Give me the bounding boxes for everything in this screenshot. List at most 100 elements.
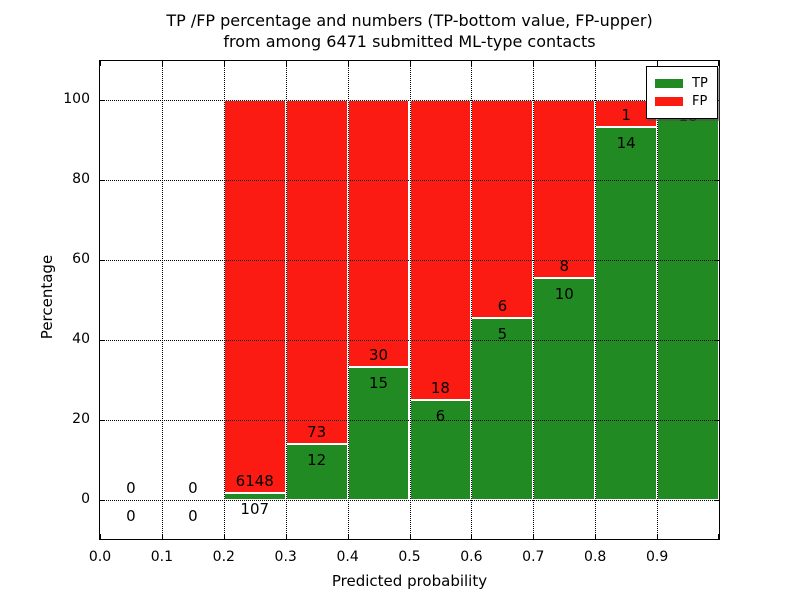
tick-mark (714, 500, 719, 501)
bar-segment-fp (409, 100, 472, 400)
x-tick-label: 0.3 (274, 549, 297, 565)
chart-title-line2: from among 6471 submitted ML-type contac… (223, 32, 596, 51)
bar-segment-fp (533, 100, 596, 278)
tick-mark (223, 534, 225, 539)
bar-segment-tp (223, 493, 286, 500)
x-tick-label: 0.4 (336, 549, 359, 565)
legend-label-fp: FP (692, 94, 708, 109)
bar-count-label-fp: 6148 (235, 472, 274, 491)
x-tick-label: 0.9 (645, 549, 669, 565)
tick-mark (718, 534, 719, 539)
tick-mark (100, 180, 105, 181)
chart-title-line1: TP /FP percentage and numbers (TP-bottom… (166, 11, 653, 30)
legend-swatch-tp (655, 79, 683, 88)
tick-mark (714, 180, 719, 181)
x-tick-label: 0.7 (522, 549, 545, 565)
bar-count-label-fp: 0 (188, 479, 198, 497)
tick-mark (347, 534, 349, 539)
tick-mark (533, 534, 535, 539)
bar-count-label-fp: 30 (369, 345, 389, 364)
gridline-vertical (223, 61, 225, 539)
bar-segment-fp (347, 100, 410, 367)
gridline-horizontal (100, 180, 719, 181)
tick-mark (471, 534, 473, 539)
gridline-vertical (347, 61, 349, 539)
chart-plot-area: 0.0 0.1 0.2 0.3 0.4 0.5 0.6 0.7 0.8 0.9 0 20 40 60 80 1… (63, 60, 720, 565)
bar-count-label-fp: 6 (497, 297, 508, 316)
tick-mark (657, 534, 659, 539)
x-tick-label: 0.5 (398, 549, 421, 565)
legend-swatch-fp (655, 97, 683, 106)
bar-segment-fp (471, 100, 534, 319)
tick-mark (714, 340, 719, 341)
bar-count-label-fp: 73 (307, 422, 327, 441)
gridline-vertical (285, 61, 287, 539)
y-tick-label: 40 (72, 331, 90, 347)
x-tick-label: 0.0 (88, 549, 112, 565)
gridline-horizontal (100, 420, 719, 421)
tick-mark (533, 61, 535, 66)
bar-count-label-tp: 5 (497, 325, 508, 344)
chart-title: TP /FP percentage and numbers (TP-bottom… (99, 10, 720, 52)
tick-mark (100, 534, 101, 539)
legend-label-tp: TP (692, 76, 708, 91)
bar-segment-tp (471, 318, 534, 500)
tick-mark (714, 420, 719, 421)
gridline-horizontal (100, 100, 719, 101)
bar-segment-tp (657, 100, 719, 500)
y-tick-label: 80 (72, 171, 90, 187)
tick-mark (285, 534, 287, 539)
tick-mark (471, 61, 473, 66)
bar-count-label-tp: 0 (188, 507, 198, 525)
tick-mark (409, 534, 411, 539)
bar-segment-tp (285, 443, 348, 500)
y-tick-label: 0 (81, 491, 90, 507)
tick-mark (223, 61, 225, 66)
bar-count-label-tp: 15 (369, 373, 389, 392)
tick-mark (100, 260, 105, 261)
tick-mark (100, 61, 101, 66)
bar-segment-tp (533, 277, 596, 500)
y-tick-label: 20 (72, 411, 90, 427)
tick-mark (595, 534, 597, 539)
gridline-vertical (533, 61, 535, 539)
tick-mark (161, 61, 163, 66)
bar-count-label-tp: 10 (554, 284, 574, 303)
tick-mark (100, 420, 105, 421)
gridline-vertical (409, 61, 411, 539)
tick-mark (100, 500, 105, 501)
tick-mark (347, 61, 349, 66)
gridline-horizontal (100, 260, 719, 261)
bar-count-label-fp: 0 (126, 479, 136, 497)
y-tick-label: 100 (63, 91, 90, 107)
bar-count-label-tp: 107 (240, 500, 270, 519)
bar-count-label-tp: 12 (307, 450, 327, 469)
tick-mark (100, 340, 105, 341)
legend: TP FP (646, 66, 718, 119)
tick-mark (657, 61, 659, 66)
x-tick-label: 0.8 (584, 549, 607, 565)
x-tick-label: 0.1 (150, 549, 174, 565)
legend-entry-fp: FP (647, 95, 717, 108)
x-tick-label: 0.2 (212, 549, 235, 565)
tick-mark (595, 61, 597, 66)
bar-count-label-fp: 18 (430, 379, 450, 397)
y-axis-label: Percentage (38, 254, 56, 340)
y-tick-label: 60 (72, 251, 90, 267)
tick-mark (714, 260, 719, 261)
bar-segment-fp (223, 100, 286, 494)
bar-count-label-fp: 8 (559, 256, 570, 275)
tick-mark (285, 61, 287, 66)
gridline-vertical (161, 61, 163, 539)
gridline-horizontal (100, 340, 719, 341)
bar-segment-fp (285, 100, 348, 444)
gridline-vertical (595, 61, 597, 539)
legend-entry-tp: TP (647, 77, 717, 90)
bar-count-label-tp: 6 (435, 407, 446, 425)
tick-mark (100, 100, 105, 101)
bar-count-label-tp: 0 (126, 507, 136, 525)
bar-segment-tp (595, 126, 658, 500)
tick-mark (718, 61, 719, 66)
bar-segment-tp (347, 366, 410, 500)
